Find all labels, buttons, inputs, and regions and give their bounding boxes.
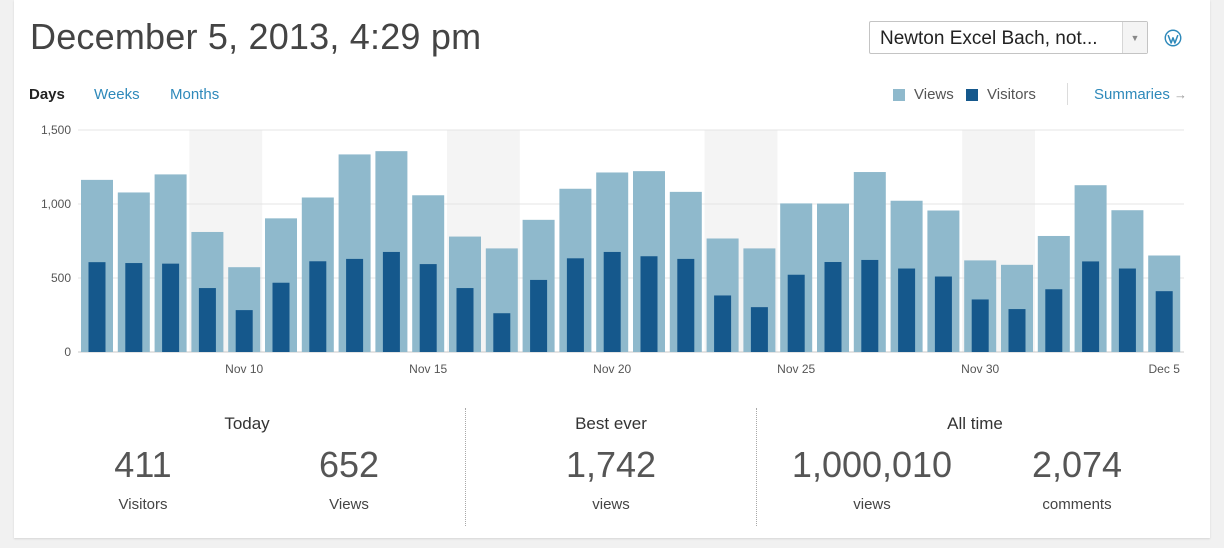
arrow-right-icon: → [1174, 87, 1188, 102]
visitors-bar[interactable] [456, 288, 474, 352]
y-tick-label: 0 [64, 345, 71, 359]
visitors-bar[interactable] [1082, 261, 1100, 352]
best-ever-views-value: 1,742 [565, 444, 657, 485]
visitors-bar[interactable] [934, 276, 952, 352]
stats-divider [756, 408, 757, 526]
visitors-bar[interactable] [566, 258, 584, 352]
y-tick-label: 1,500 [41, 123, 71, 137]
visitors-bar[interactable] [898, 268, 916, 352]
stats-summary: Today 411 Visitors 652 Views Best ever 1… [14, 400, 1210, 530]
visitors-bar[interactable] [640, 256, 658, 352]
visitors-bar[interactable] [346, 258, 364, 352]
today-visitors-label: Visitors [118, 496, 168, 513]
x-tick-label: Nov 20 [593, 362, 631, 376]
visitors-bar[interactable] [125, 263, 143, 352]
x-tick-label: Dec 5 [1149, 362, 1181, 376]
y-axis-labels: 0 500 1,000 1,500 [41, 123, 71, 359]
summaries-label: Summaries [1094, 86, 1170, 103]
y-tick-label: 1,000 [41, 197, 71, 211]
visitors-bar[interactable] [162, 263, 180, 352]
visitors-bar[interactable] [971, 299, 989, 352]
visitors-bar[interactable] [198, 288, 216, 352]
all-time-views-value: 1,000,010 [791, 444, 953, 485]
legend-visitors-swatch [966, 89, 978, 101]
today-visitors-value: 411 [114, 444, 172, 485]
visitors-bar[interactable] [1155, 291, 1173, 352]
stats-divider [465, 408, 466, 526]
visitors-bar[interactable] [750, 307, 768, 352]
visitors-bar[interactable] [603, 251, 621, 352]
visitors-bar[interactable] [309, 261, 327, 352]
today-views-value: 652 [318, 444, 380, 485]
visitors-bar[interactable] [824, 262, 842, 352]
visitors-bar[interactable] [1118, 268, 1136, 352]
today-heading: Today [224, 414, 270, 433]
visitors-bar[interactable] [530, 279, 548, 352]
legend-views-label: Views [914, 86, 954, 103]
x-tick-label: Nov 25 [777, 362, 815, 376]
legend-views-swatch [893, 89, 905, 101]
visitors-bar[interactable] [88, 262, 106, 352]
stats-card: December 5, 2013, 4:29 pm Newton Excel B… [14, 0, 1210, 538]
visitors-bar[interactable] [382, 251, 400, 352]
blog-selector-value: Newton Excel Bach, not... [880, 28, 1098, 49]
today-views-label: Views [329, 496, 369, 513]
x-tick-label: Nov 30 [961, 362, 999, 376]
visitors-bar[interactable] [493, 313, 511, 352]
best-ever-views-label: views [592, 496, 630, 513]
tab-months[interactable]: Months [170, 86, 220, 103]
x-tick-label: Nov 15 [409, 362, 447, 376]
triangle-down-icon[interactable]: ▼ [1122, 22, 1147, 53]
all-time-comments-value: 2,074 [1031, 444, 1123, 485]
wordpress-logo-icon[interactable] [1164, 29, 1182, 47]
visitors-bar[interactable] [787, 274, 805, 352]
visitors-bar[interactable] [677, 258, 695, 352]
visitors-bar[interactable] [861, 259, 879, 352]
visitors-bar[interactable] [235, 310, 253, 352]
visitors-bar[interactable] [1008, 309, 1026, 352]
visitors-bar[interactable] [272, 282, 290, 352]
y-tick-label: 500 [51, 271, 71, 285]
summaries-link[interactable]: Summaries → [1094, 86, 1187, 103]
visitors-bar[interactable] [714, 295, 732, 352]
legend-visitors-label: Visitors [987, 86, 1036, 103]
legend-divider [1067, 83, 1068, 105]
tab-days[interactable]: Days [29, 86, 65, 103]
all-time-comments-label: comments [1042, 496, 1112, 513]
best-ever-heading: Best ever [575, 414, 647, 433]
chart-bars [81, 151, 1181, 352]
x-axis-labels: Nov 10 Nov 15 Nov 20 Nov 25 Nov 30 Dec 5 [225, 362, 1180, 376]
x-tick-label: Nov 10 [225, 362, 263, 376]
visitors-bar[interactable] [419, 264, 437, 352]
page-title: December 5, 2013, 4:29 pm [30, 16, 482, 57]
all-time-views-label: views [853, 496, 891, 513]
tab-weeks[interactable]: Weeks [94, 86, 140, 103]
all-time-heading: All time [947, 414, 1003, 433]
chart-gridlines [78, 129, 1184, 353]
visitors-bar[interactable] [1045, 289, 1063, 352]
blog-selector[interactable]: Newton Excel Bach, not... ▼ [869, 21, 1148, 54]
